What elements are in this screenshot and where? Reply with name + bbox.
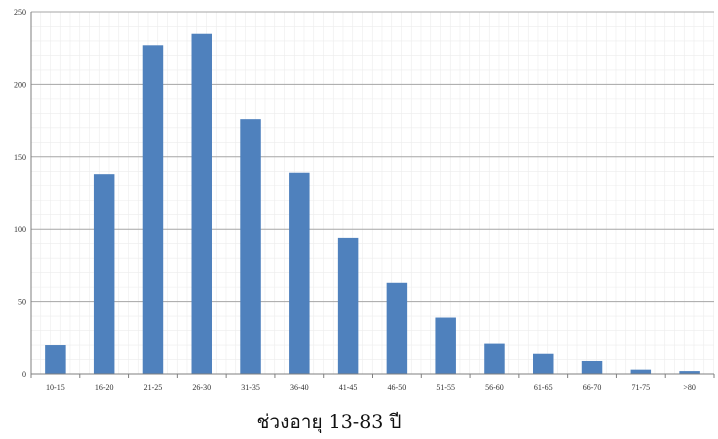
x-tick-label: 56-60	[485, 383, 504, 392]
x-tick-label: 46-50	[388, 383, 407, 392]
y-tick-label: 150	[14, 153, 26, 162]
bar	[240, 119, 261, 374]
y-tick-labels: 0 50 100 150 200 250	[14, 8, 26, 379]
bar	[581, 360, 603, 374]
bar	[435, 317, 456, 374]
x-tick-label: 61-65	[534, 383, 553, 392]
x-tick-label: 66-70	[583, 383, 602, 392]
x-tick-label: 26-30	[192, 383, 211, 392]
bar	[191, 33, 212, 374]
x-tick-label: 71-75	[631, 383, 650, 392]
bar	[45, 345, 66, 374]
x-tick-label: >80	[683, 383, 696, 392]
x-tick-label: 31-35	[241, 383, 260, 392]
bar	[142, 45, 164, 374]
bar	[289, 172, 310, 374]
bar	[386, 282, 408, 374]
x-tick-label: 41-45	[339, 383, 358, 392]
bar	[337, 237, 359, 374]
bar	[93, 174, 115, 374]
x-tick-label: 36-40	[290, 383, 309, 392]
y-tick-label: 50	[18, 298, 26, 307]
bar	[484, 343, 505, 374]
minor-grid	[30, 11, 714, 375]
y-tick-label: 200	[14, 80, 26, 89]
x-tick-label: 16-20	[95, 383, 114, 392]
y-tick-label: 100	[14, 225, 26, 234]
y-tick-label: 0	[22, 370, 26, 379]
x-tick-label: 51-55	[436, 383, 455, 392]
bar	[533, 353, 554, 374]
bar	[630, 369, 652, 374]
y-tick-label: 250	[14, 8, 26, 17]
axes	[30, 12, 715, 378]
x-tick-labels: 10-15 16-20 21-25 26-30 31-35 36-40 41-45 46-50…	[46, 383, 696, 392]
bar	[679, 371, 700, 374]
x-axis-label: ช่วงอายุ 13-83 ปี	[257, 411, 402, 434]
bars	[45, 33, 700, 374]
x-tick-label: 10-15	[46, 383, 65, 392]
x-tick-label: 21-25	[144, 383, 163, 392]
